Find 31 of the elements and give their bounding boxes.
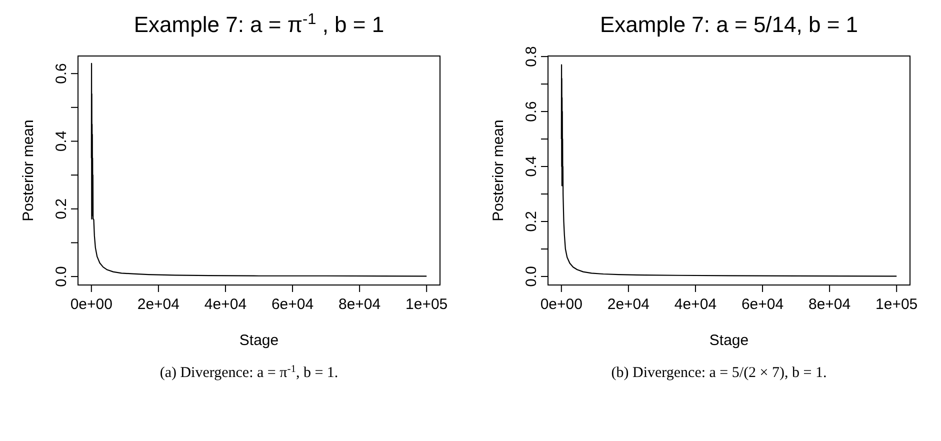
chart-title: Example 7: a = π$^{-1}$ , b = 1: [134, 10, 384, 37]
x-axis-title: Stage: [239, 332, 279, 349]
x-tick-label: 8e+04: [338, 296, 381, 313]
x-tick-label: 0e+00: [540, 296, 582, 313]
x-tick-label: 8e+04: [808, 296, 851, 313]
y-axis-title: Posterior mean: [20, 120, 37, 222]
text: (a) Divergence: a = π$^{-1}$, b = 1.: [160, 364, 338, 381]
line-series: [560, 64, 898, 277]
y-tick-label: 0.2: [53, 198, 70, 220]
y-tick-label: 0.0: [53, 266, 70, 287]
y-tick-label: 0.6: [523, 101, 540, 122]
y-tick-label: 0.2: [523, 211, 540, 232]
line-series: [90, 62, 428, 277]
y-axis-title: Posterior mean: [490, 120, 507, 222]
x-axis-title: Stage: [709, 332, 749, 349]
x-tick-label: 0e+00: [70, 296, 112, 313]
x-tick-label: 4e+04: [674, 296, 717, 313]
x-tick-label: 4e+04: [204, 296, 247, 313]
x-tick-label: 6e+04: [741, 296, 784, 313]
y-tick-label: 0.4: [53, 130, 70, 152]
x-tick-label: 2e+04: [607, 296, 650, 313]
x-tick-label: 1e+05: [406, 296, 448, 313]
y-tick-label: 0.0: [523, 266, 540, 287]
y-tick-label: 0.4: [523, 156, 540, 177]
x-tick-label: 2e+04: [137, 296, 180, 313]
x-tick-label: 1e+05: [876, 296, 918, 313]
y-tick-label: 0.6: [53, 63, 70, 84]
text: (b) Divergence: a = 5/(2 × 7), b = 1.: [611, 365, 827, 381]
chart-title: Example 7: a = 5/14, b = 1: [600, 12, 858, 37]
y-tick-label: 0.8: [523, 46, 540, 67]
x-tick-label: 6e+04: [271, 296, 314, 313]
